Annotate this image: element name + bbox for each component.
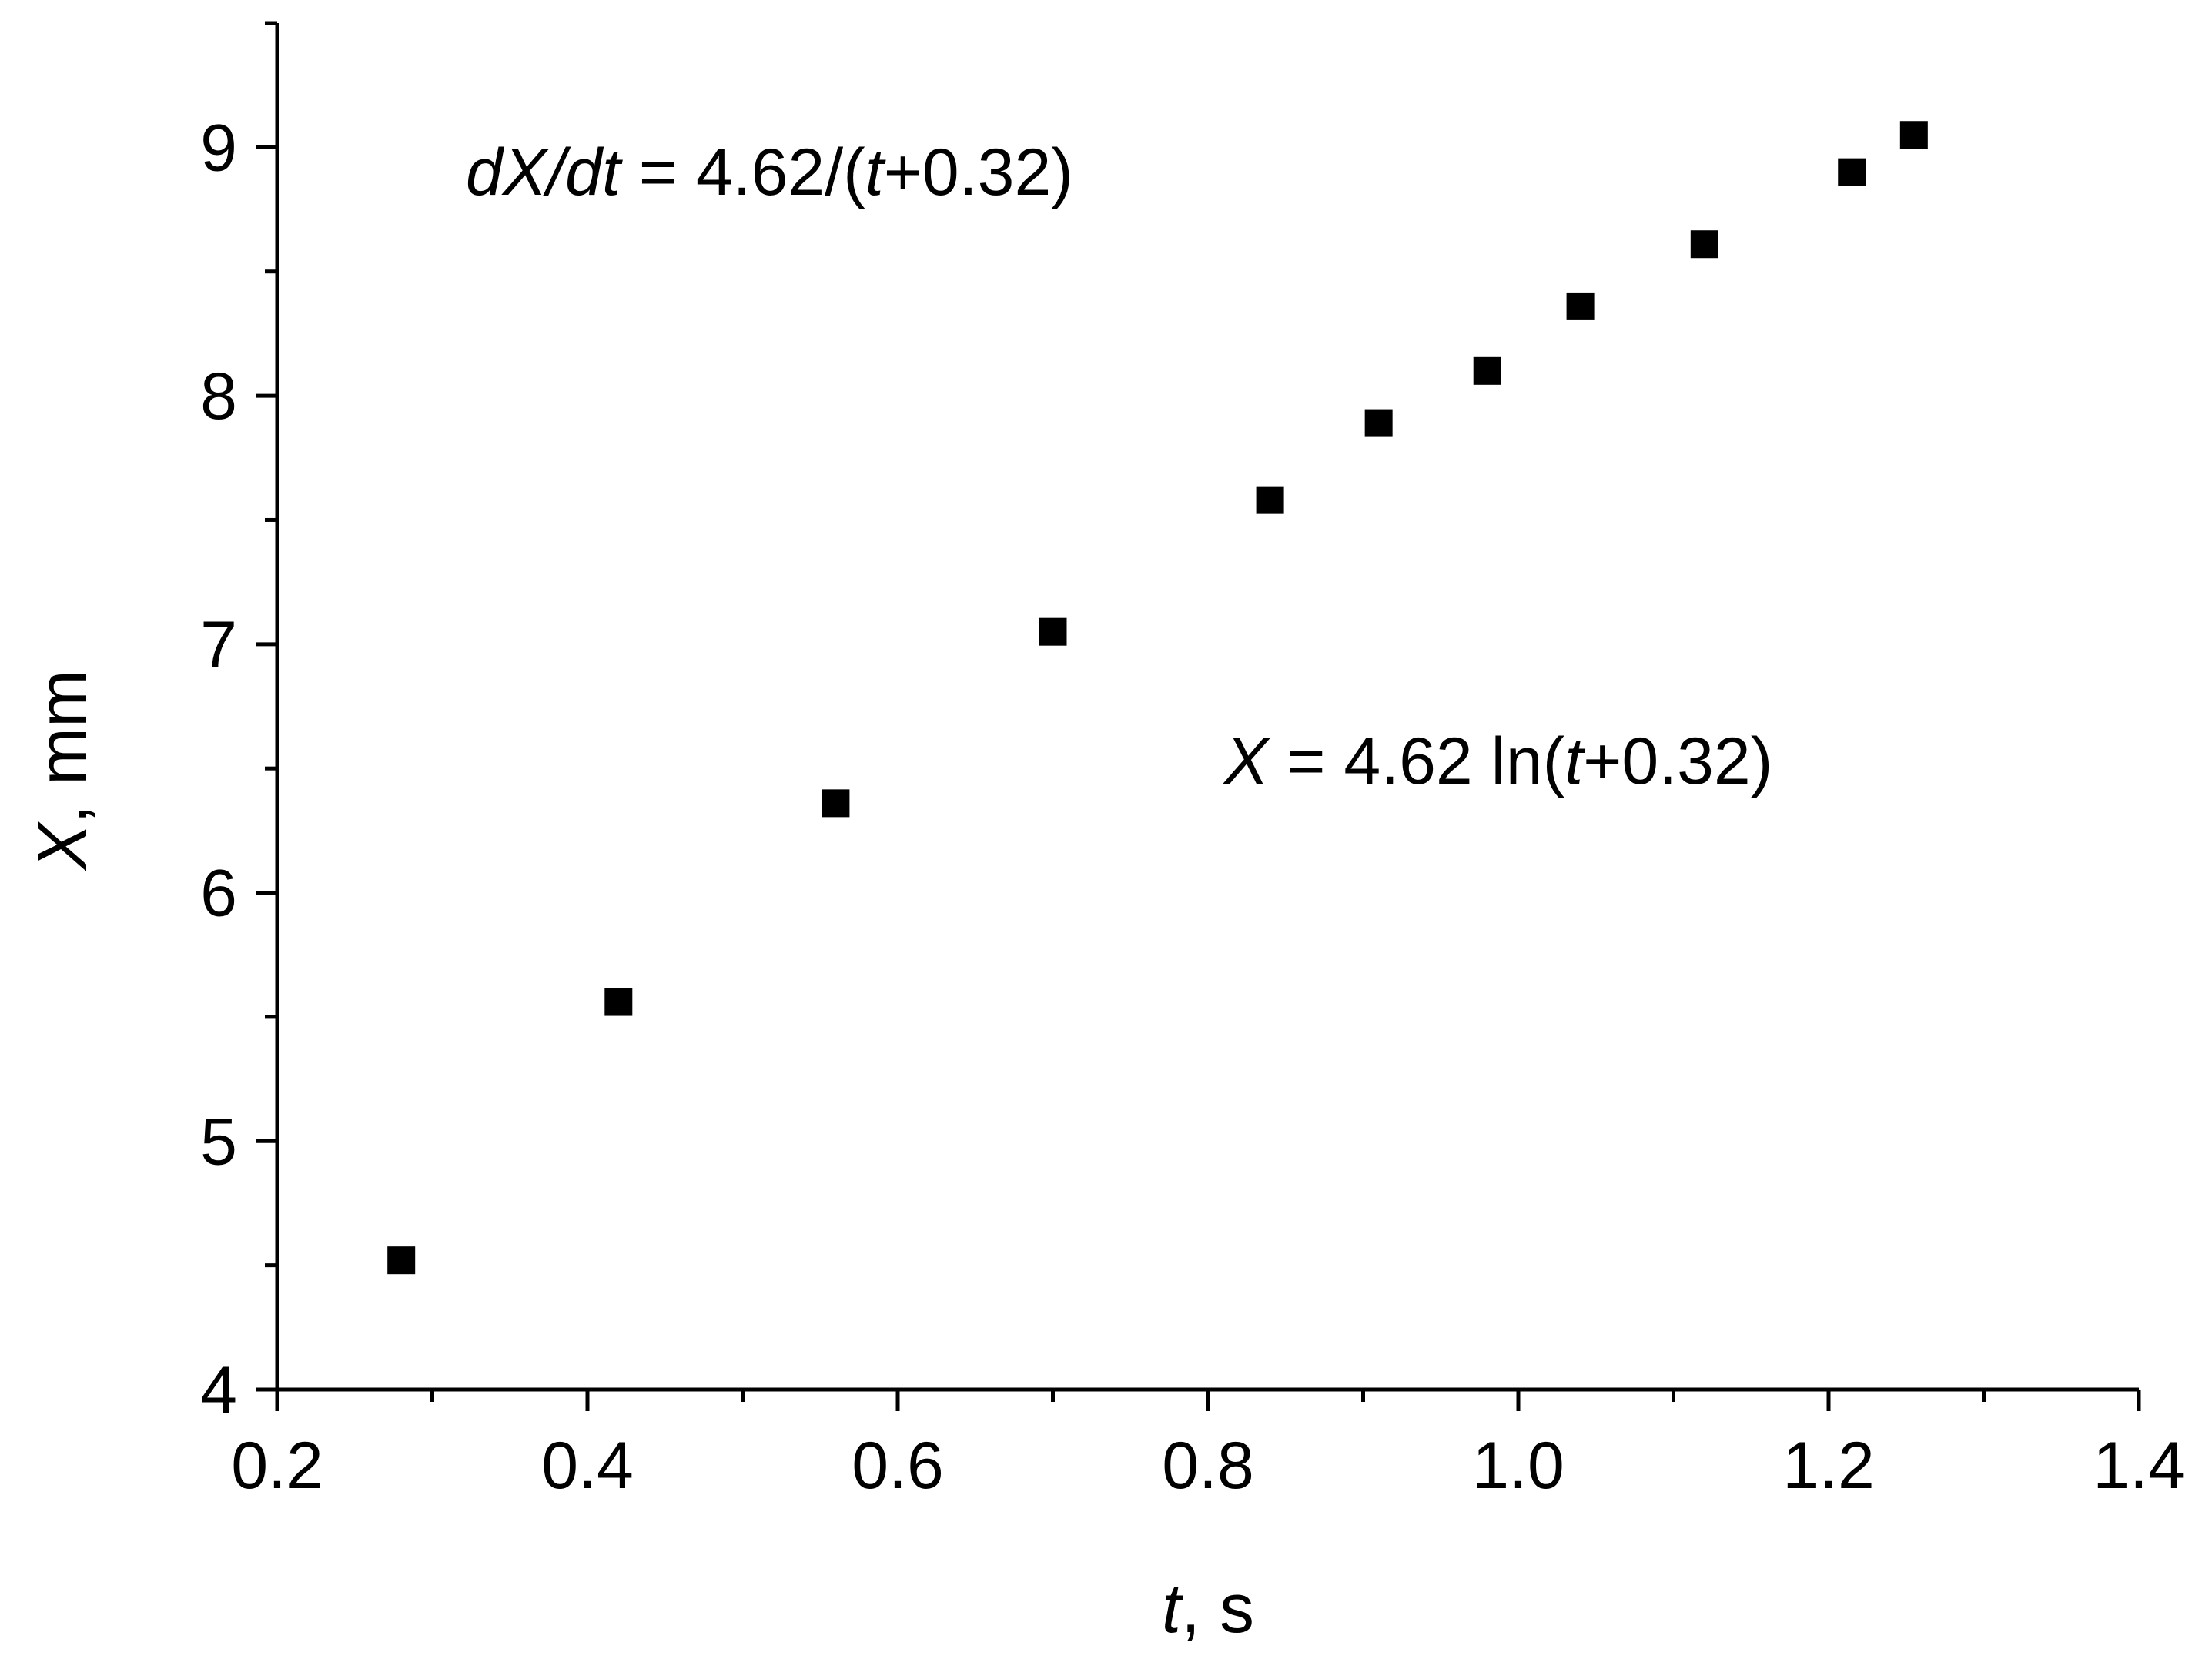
data-points	[387, 121, 1928, 1275]
y-axis-unit: , mm	[25, 670, 102, 824]
y-tick-label: 5	[200, 1105, 237, 1179]
x-tick-label: 0.2	[231, 1429, 323, 1503]
data-point	[387, 1246, 416, 1275]
data-point	[1899, 121, 1928, 149]
data-point	[604, 988, 633, 1016]
data-point	[822, 789, 850, 818]
annotation-part: = 4.62/(	[621, 135, 865, 209]
annotation-part: dX	[466, 135, 550, 209]
annotation-part: = 4.62 ln(	[1268, 724, 1564, 798]
annotation-part: t	[865, 135, 886, 209]
ticks	[256, 21, 2141, 1411]
x-axis-title: t, s	[1162, 1570, 1254, 1647]
x-tick-label: 0.8	[1162, 1429, 1254, 1503]
x-tick-label: 1.2	[1782, 1429, 1875, 1503]
x-tick-label: 1.0	[1472, 1429, 1564, 1503]
data-point	[1473, 356, 1501, 385]
x-tick-label: 1.4	[2093, 1429, 2185, 1503]
data-point	[1690, 230, 1718, 259]
y-axis-variable: X	[25, 821, 102, 871]
y-axis-title: X, mm	[25, 670, 102, 871]
annotation-part: X	[1223, 724, 1271, 798]
y-tick-label: 7	[200, 608, 237, 682]
data-point	[1364, 409, 1393, 437]
x-tick-label: 0.4	[541, 1429, 634, 1503]
x-axis-variable: t	[1162, 1570, 1184, 1647]
annotation-derivative: dX/dt = 4.62/(t+0.32)	[466, 135, 1073, 209]
data-point	[1039, 617, 1067, 646]
tick-labels: 0.2 0.4 0.6 0.8 1.0 1.2 1.4 4 5 6 7 8 9	[200, 111, 2185, 1503]
y-tick-label: 8	[200, 360, 237, 433]
annotation-part: +0.32)	[884, 135, 1073, 209]
annotation-fit: X = 4.62 ln(t+0.32)	[1223, 724, 1772, 798]
data-point	[1256, 486, 1284, 514]
y-tick-label: 6	[200, 857, 237, 931]
annotation-part: +0.32)	[1583, 724, 1772, 798]
y-tick-label: 9	[200, 111, 237, 185]
x-tick-label: 0.6	[852, 1429, 944, 1503]
data-point	[1566, 292, 1595, 320]
annotation-part: t	[1564, 724, 1585, 798]
x-axis-unit: , s	[1181, 1570, 1254, 1647]
y-tick-label: 4	[200, 1353, 237, 1427]
axes	[275, 23, 2139, 1392]
annotation-part: dt	[565, 135, 623, 209]
data-point	[1838, 158, 1866, 186]
